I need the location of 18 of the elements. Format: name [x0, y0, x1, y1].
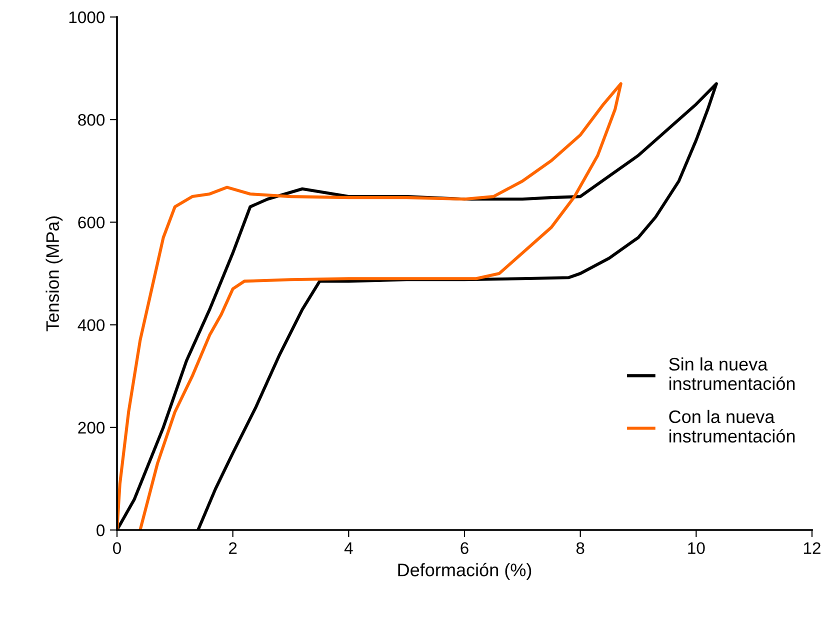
y-tick-label: 600 [78, 216, 105, 228]
y-tick-label: 1000 [69, 11, 105, 24]
legend-label: Con la nueva instrumentación [669, 410, 795, 443]
legend-label: Sin la nueva instrumentación [669, 357, 795, 390]
line-series [117, 82, 622, 530]
x-tick-label: 8 [576, 542, 584, 554]
y-tick-label: 400 [78, 319, 105, 332]
x-tick-label: 2 [229, 542, 237, 554]
y-tick-label: 200 [78, 422, 105, 434]
x-tick-label: 6 [460, 542, 468, 554]
y-tick-label: 0 [96, 524, 105, 536]
x-axis-title: Deformación (%) [398, 562, 532, 580]
x-tick-label: 0 [113, 542, 121, 554]
x-tick-label: 10 [688, 542, 705, 554]
x-tick-label: 4 [344, 542, 353, 554]
y-tick-label: 800 [78, 114, 105, 126]
x-tick-label: 12 [804, 542, 820, 554]
y-axis-title: Tension (MPa) [46, 216, 63, 332]
